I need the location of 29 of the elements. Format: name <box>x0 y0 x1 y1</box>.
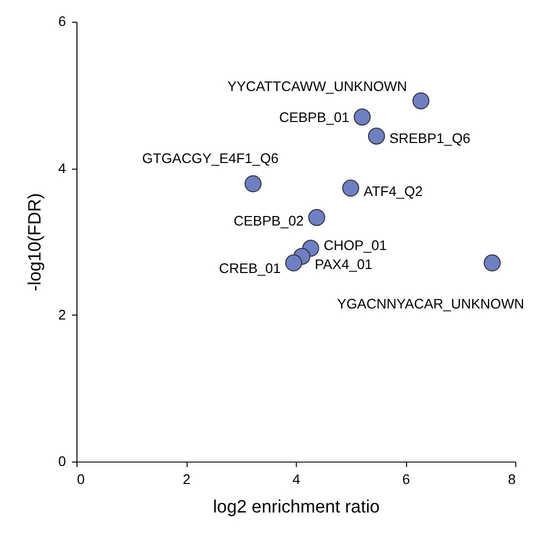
point <box>484 254 501 272</box>
x-axis-title: log2 enrichment ratio <box>212 496 380 517</box>
point <box>354 108 371 126</box>
y-tick-label: 6 <box>58 13 66 30</box>
annotation: CEBPB_02 <box>234 212 304 228</box>
y-axis-title: -log10(FDR) <box>24 193 44 292</box>
annotation: CHOP_01 <box>324 237 388 254</box>
y-tick-label: 2 <box>58 306 66 322</box>
annotation: CREB_01 <box>219 260 282 276</box>
annotation: YYCATTCAWW_UNKNOWN <box>227 78 408 94</box>
annotation: PAX4_01 <box>314 256 373 272</box>
x-tick-label: 4 <box>292 470 300 487</box>
x-tick-label: 0 <box>76 470 85 487</box>
annotation: YGACNNYACAR_UNKNOWN <box>337 296 524 312</box>
x-tick-label: 8 <box>508 470 516 487</box>
x-tick-label: 2 <box>182 470 191 487</box>
point <box>368 128 385 145</box>
annotation: CEBPB_01 <box>279 109 350 126</box>
point <box>308 208 326 226</box>
y-tick-label: 4 <box>58 160 66 176</box>
point <box>244 175 262 192</box>
annotation: GTGACGY_E4F1_Q6 <box>142 150 279 166</box>
annotation: SREBP1_Q6 <box>389 130 471 146</box>
point <box>412 92 430 110</box>
y-tick-label: 0 <box>58 453 66 470</box>
annotation: ATF4_Q2 <box>364 183 424 200</box>
point <box>342 180 360 197</box>
point <box>285 254 302 272</box>
x-tick-label: 6 <box>402 470 410 487</box>
